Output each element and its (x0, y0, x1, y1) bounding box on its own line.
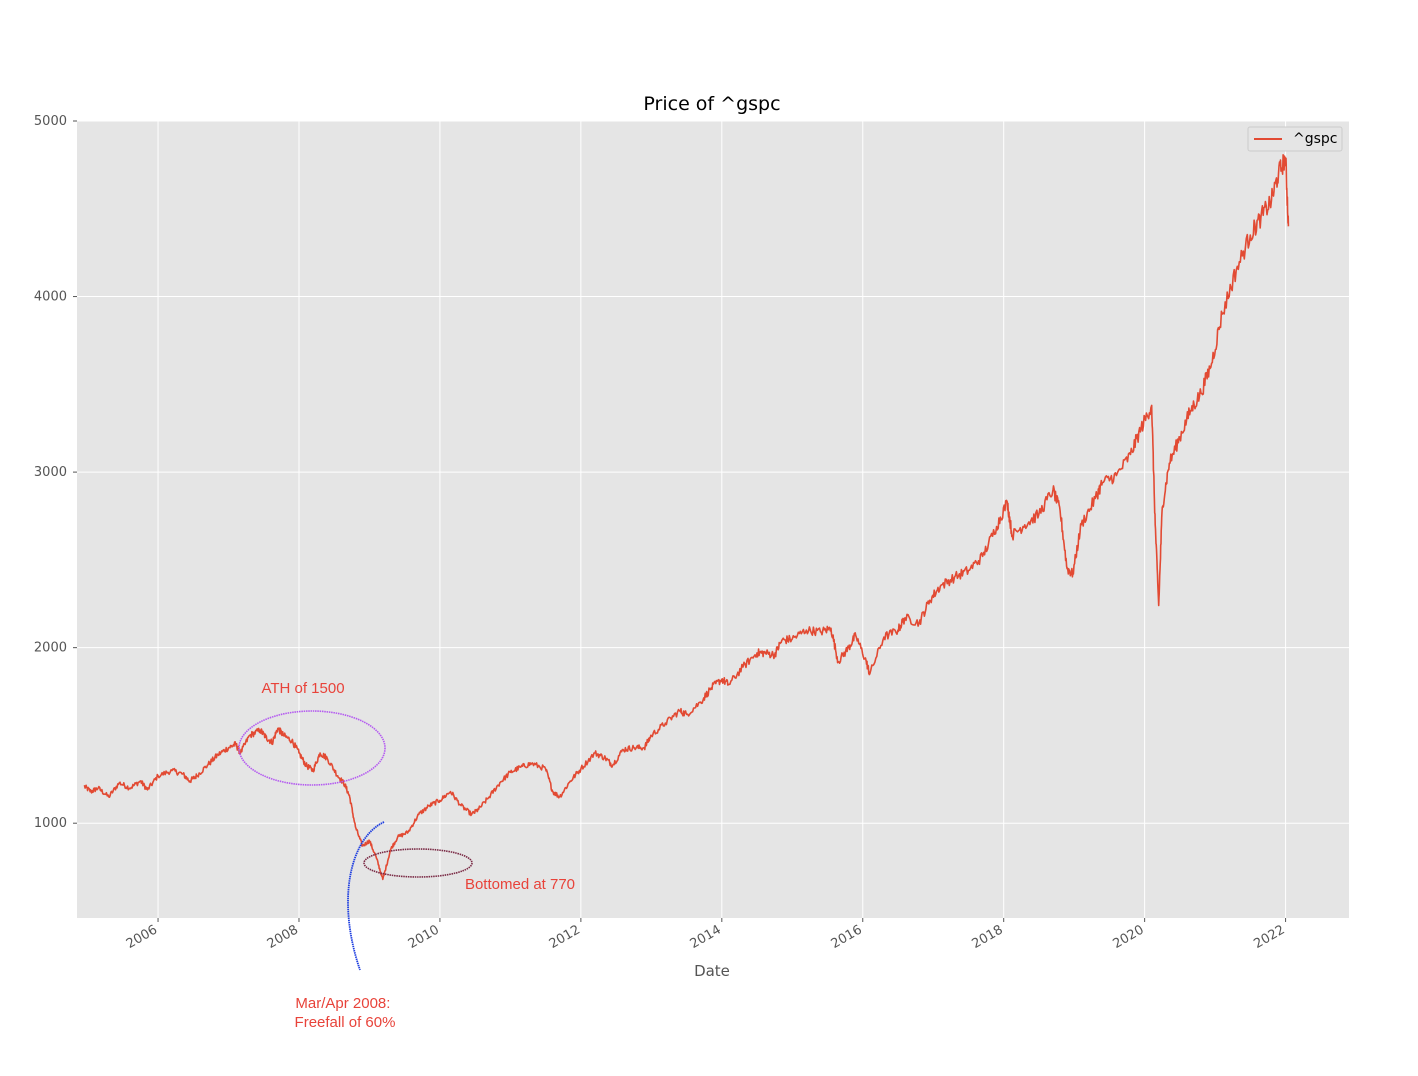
x-tick-label: 2014 (688, 922, 724, 952)
x-tick-label: 2022 (1251, 922, 1287, 952)
freefall-annotation-line-1: Mar/Apr 2008: (295, 995, 390, 1012)
grid (77, 120, 1349, 918)
ath-annotation: ATH of 1500 (261, 680, 344, 697)
y-tick-label: 5000 (34, 114, 67, 129)
y-tick-label: 1000 (34, 816, 67, 831)
x-tick-label: 2008 (265, 922, 301, 952)
bottom-annotation: Bottomed at 770 (465, 876, 575, 893)
x-tick-label: 2020 (1110, 922, 1146, 952)
ath-highlight-ellipse (238, 710, 386, 786)
series-line-gspc (83, 154, 1290, 881)
legend-box (1247, 126, 1343, 152)
freefall-arrow (347, 821, 385, 971)
freefall-annotation: Mar/Apr 2008: Freefall of 60% (295, 995, 396, 1031)
plot-background (77, 121, 1349, 918)
y-tick-label: 2000 (34, 641, 67, 656)
y-tick-label: 3000 (34, 465, 67, 480)
freefall-annotation-line-2: Freefall of 60% (295, 1014, 396, 1031)
y-tick-label: 4000 (34, 290, 67, 305)
chart-title: Price of ^gspc (643, 93, 780, 115)
x-tick-label: 2006 (124, 922, 160, 952)
bottom-highlight-ellipse (363, 848, 473, 878)
x-tick-label: 2012 (547, 922, 583, 952)
x-tick-label: 2016 (829, 922, 865, 952)
x-tick-label: 2018 (970, 922, 1006, 952)
legend-label: ^gspc (1293, 131, 1338, 147)
legend: ^gspc (1247, 126, 1343, 152)
x-axis-label: Date (694, 962, 730, 980)
series-layer (83, 154, 1290, 881)
annotations: ATH of 1500 Bottomed at 770 Mar/Apr 2008… (238, 680, 575, 1031)
x-tick-label: 2010 (406, 922, 442, 952)
